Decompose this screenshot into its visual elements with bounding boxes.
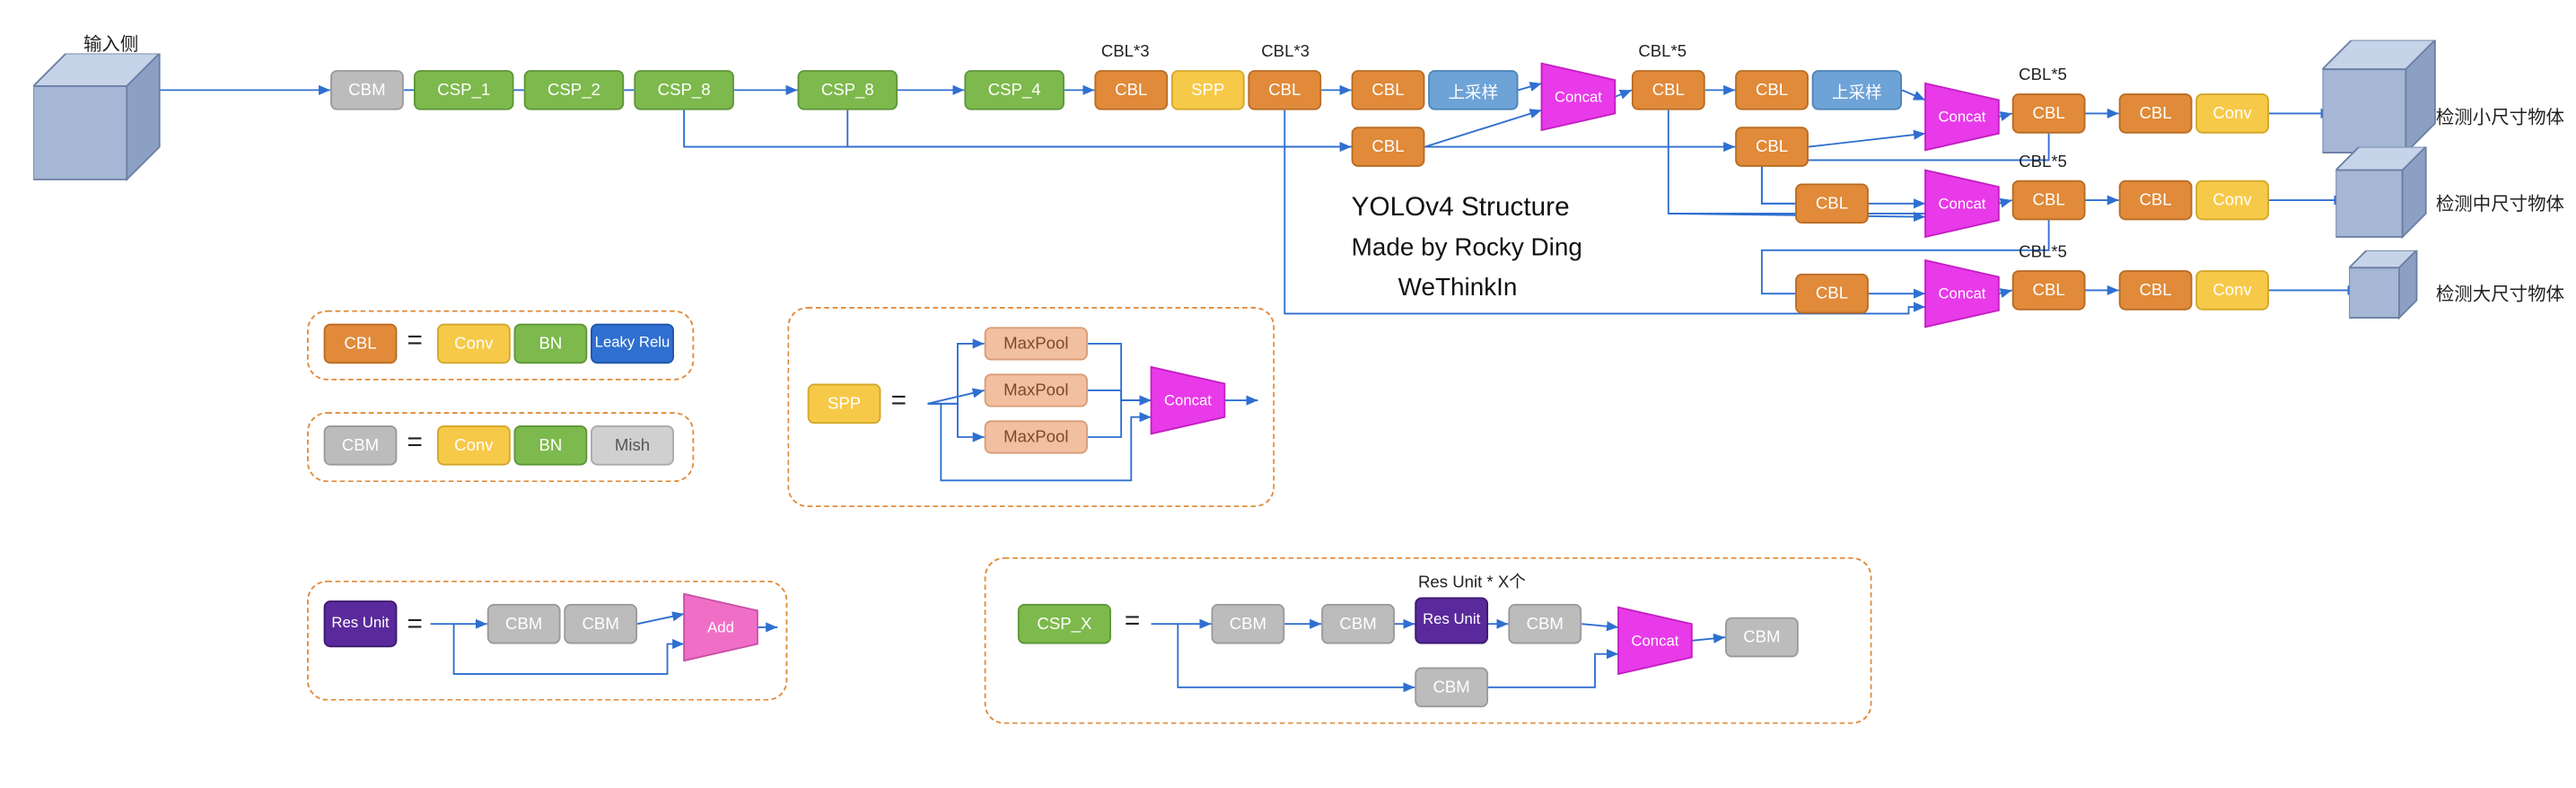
legend-cbl-act: Leaky Relu	[591, 324, 674, 364]
block-csp8a: CSP_8	[634, 70, 734, 110]
block-cbl-n2: CBL	[1248, 70, 1321, 110]
legend-spp-concat: Concat	[1152, 367, 1225, 433]
output-label-small: 检测小尺寸物体	[2436, 103, 2564, 130]
block-cbl-h1: CBL	[2119, 93, 2193, 134]
credit-line2: Made by Rocky Ding	[1352, 233, 1582, 262]
legend-cbl-name: CBL	[324, 324, 398, 364]
eq-res: =	[407, 610, 423, 640]
legend-res-name: Res Unit	[324, 600, 398, 647]
eq-cbl: =	[407, 327, 423, 356]
block-csp4: CSP_4	[964, 70, 1065, 110]
legend-cbm-bn: BN	[514, 425, 588, 466]
legend-res-add: Add	[684, 594, 758, 661]
block-cbl-h2: CBL	[2119, 180, 2193, 221]
legend-cbm-act: Mish	[591, 425, 674, 466]
output-cube-medium	[2335, 147, 2425, 237]
legend-csp-note: Res Unit * X个	[1418, 567, 1526, 592]
block-spp: SPP	[1171, 70, 1245, 110]
block-cbm: CBM	[330, 70, 404, 110]
block-conv-h2: Conv	[2195, 180, 2269, 221]
block-concat-b2: Concat	[1925, 83, 1999, 150]
legend-csp-concat: Concat	[1618, 608, 1692, 674]
block-concat-h3: Concat	[1925, 260, 1999, 327]
block-csp1: CSP_1	[414, 70, 514, 110]
svg-text:Concat: Concat	[1938, 195, 1985, 212]
legend-res-cbm1: CBM	[487, 604, 561, 644]
block-cbl-h3in: CBL	[1795, 274, 1869, 314]
block-cbl5-b1: CBL	[1632, 70, 1705, 110]
block-conv-h1: Conv	[2195, 93, 2269, 134]
block-cbl-b1top: CBL	[1352, 70, 1425, 110]
svg-text:Concat: Concat	[1631, 632, 1678, 649]
block-upsample-b2: 上采样	[1812, 70, 1902, 110]
block-concat-b1: Concat	[1542, 64, 1616, 130]
output-cube-large	[2349, 250, 2416, 318]
legend-csp-name: CSP_X	[1018, 604, 1111, 644]
output-label-medium: 检测中尺寸物体	[2436, 190, 2564, 217]
legend-spp-mp3: MaxPool	[985, 420, 1088, 453]
block-cbl-b1bot: CBL	[1352, 127, 1425, 167]
svg-text:Concat: Concat	[1164, 392, 1212, 409]
label-cbl3-1: CBL*3	[1101, 43, 1150, 61]
block-cbl5-h2: CBL	[2012, 180, 2086, 221]
block-cbl5-h3: CBL	[2012, 270, 2086, 311]
legend-csp-res: Res Unit	[1415, 597, 1488, 644]
label-cbl5-1: CBL*5	[1638, 43, 1687, 61]
legend-csp-cbm5: CBM	[1725, 617, 1799, 658]
credit-line1: YOLOv4 Structure	[1352, 194, 1570, 223]
svg-text:Concat: Concat	[1938, 109, 1985, 126]
block-cbl-n1: CBL	[1094, 70, 1168, 110]
label-cbl5-h2: CBL*5	[2019, 153, 2067, 171]
diagram-root: 输入侧 CBM CSP_1 CSP_2 CSP_8 CSP_8 CSP_4 CB…	[0, 0, 2576, 787]
label-cbl5-h3: CBL*5	[2019, 243, 2067, 261]
input-cube	[33, 53, 160, 179]
block-cbl-h3: CBL	[2119, 270, 2193, 311]
block-csp8b: CSP_8	[798, 70, 898, 110]
legend-csp-cbm4: CBM	[1415, 668, 1488, 708]
legend-cbl-bn: BN	[514, 324, 588, 364]
legend-csp-cbm1: CBM	[1211, 604, 1284, 644]
label-cbl5-h1: CBL*5	[2019, 66, 2067, 84]
output-cube-small	[2322, 40, 2434, 153]
block-csp2: CSP_2	[524, 70, 625, 110]
legend-csp-cbm3: CBM	[1508, 604, 1582, 644]
svg-text:Add: Add	[707, 618, 734, 635]
block-conv-h3: Conv	[2195, 270, 2269, 311]
legend-cbl-conv: Conv	[437, 324, 511, 364]
block-cbl5-h1: CBL	[2012, 93, 2086, 134]
legend-spp-mp1: MaxPool	[985, 327, 1088, 360]
block-upsample-b1: 上采样	[1428, 70, 1518, 110]
legend-csp-cbm2: CBM	[1321, 604, 1395, 644]
block-cbl-b2bot: CBL	[1735, 127, 1809, 167]
eq-cbm: =	[407, 429, 423, 459]
svg-text:Concat: Concat	[1938, 285, 1985, 302]
eq-spp: =	[891, 387, 907, 416]
block-cbl-b2top: CBL	[1735, 70, 1809, 110]
legend-res-cbm2: CBM	[564, 604, 637, 644]
legend-spp-mp2: MaxPool	[985, 373, 1088, 407]
legend-cbm-name: CBM	[324, 425, 398, 466]
eq-csp: =	[1125, 608, 1140, 637]
output-label-large: 检测大尺寸物体	[2436, 280, 2564, 307]
legend-cbm-conv: Conv	[437, 425, 511, 466]
credit-line3: WeThinkIn	[1398, 274, 1518, 302]
svg-text:Concat: Concat	[1555, 88, 1602, 105]
label-cbl3-2: CBL*3	[1261, 43, 1310, 61]
block-cbl-h2in: CBL	[1795, 183, 1869, 223]
block-concat-h2: Concat	[1925, 171, 1999, 237]
legend-spp-name: SPP	[808, 384, 881, 425]
